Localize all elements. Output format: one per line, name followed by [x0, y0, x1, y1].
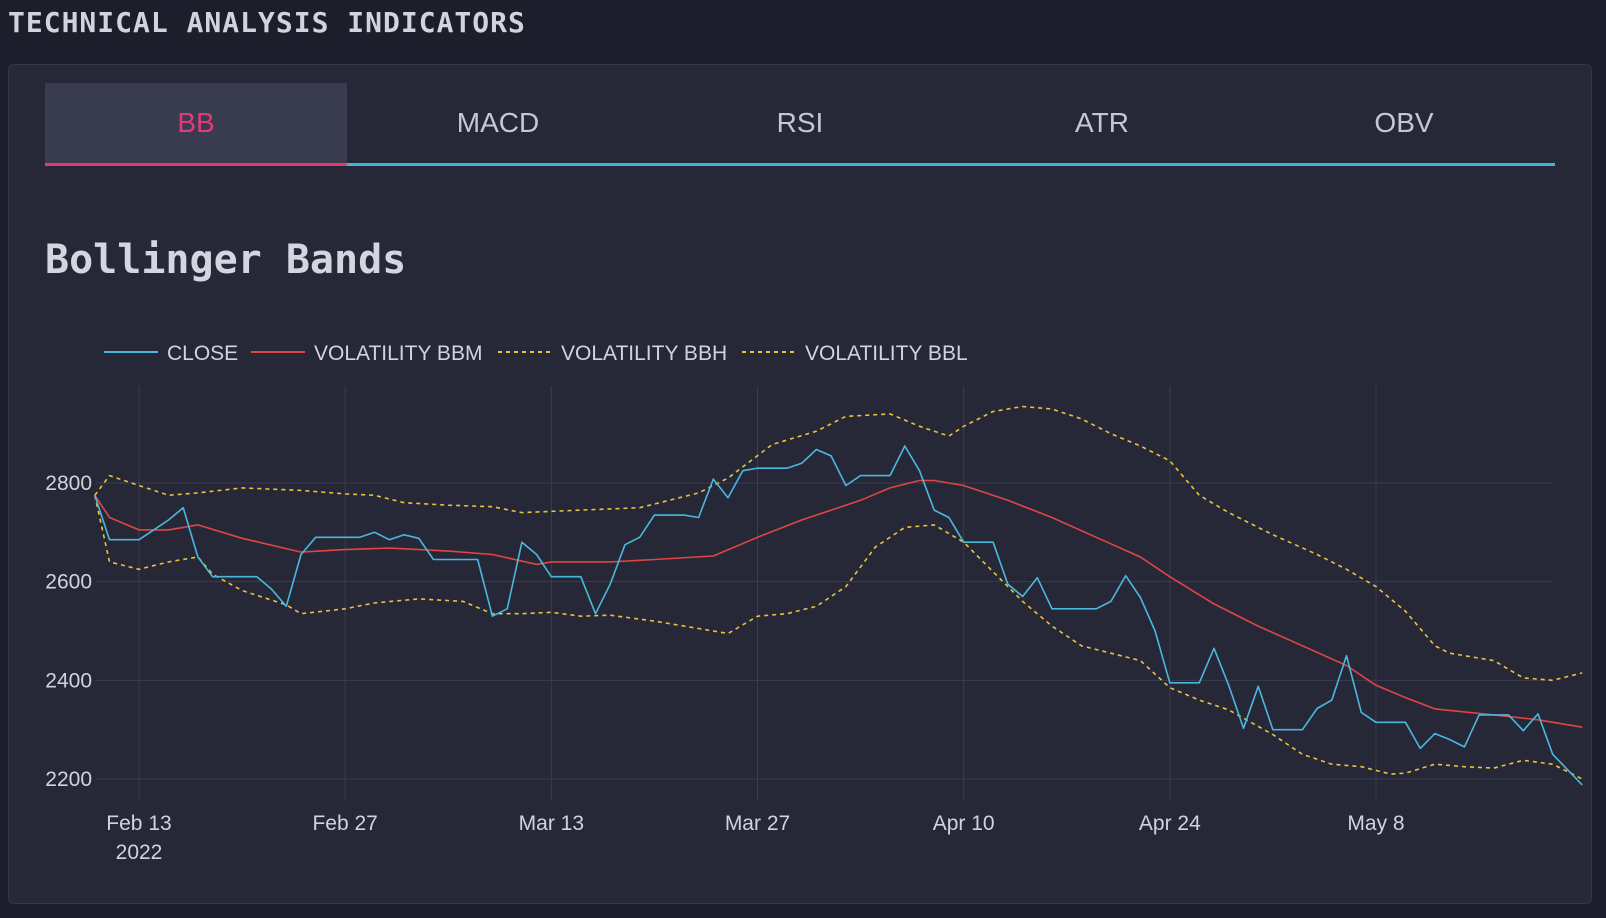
series-line-volatility-bbl [94, 495, 1583, 780]
indicator-tabs: BB MACD RSI ATR OBV [45, 83, 1555, 166]
page-title: TECHNICAL ANALYSIS INDICATORS [8, 6, 526, 39]
tab-rsi[interactable]: RSI [776, 107, 824, 138]
tab-macd[interactable]: MACD [456, 107, 540, 138]
y-tick-label: 2800 [45, 472, 92, 495]
series-line-volatility-bbm [94, 479, 1583, 728]
tab-bb[interactable]: BB [45, 83, 347, 166]
x-tick-label: May 8 [1347, 812, 1404, 835]
tab-atr[interactable]: ATR [1075, 107, 1129, 138]
x-tick-label: Apr 24 [1139, 812, 1201, 835]
y-tick-label: 2400 [45, 669, 92, 692]
indicators-card: BB MACD RSI ATR OBV Bollinger Bands [8, 64, 1592, 904]
x-tick-label: Feb 27 [312, 812, 377, 835]
y-tick-label: 2600 [45, 571, 92, 594]
series-line-volatility-bbh [94, 405, 1583, 682]
x-tick-label: Feb 13 [106, 812, 171, 835]
chart-title: Bollinger Bands [45, 237, 407, 283]
x-tick-label: Mar 13 [519, 812, 584, 835]
legend-label: CLOSE [167, 342, 238, 365]
legend-label: VOLATILITY BBH [561, 342, 727, 365]
x-tick-label: Mar 27 [725, 812, 790, 835]
x-tick-label: Apr 10 [933, 812, 995, 835]
y-tick-label: 2200 [45, 768, 92, 791]
tab-obv[interactable]: OBV [1374, 107, 1434, 138]
series-line-close [94, 445, 1583, 786]
x-tick-year-label: 2022 [116, 841, 163, 864]
legend-label: VOLATILITY BBM [314, 342, 482, 365]
legend-label: VOLATILITY BBL [805, 342, 968, 365]
